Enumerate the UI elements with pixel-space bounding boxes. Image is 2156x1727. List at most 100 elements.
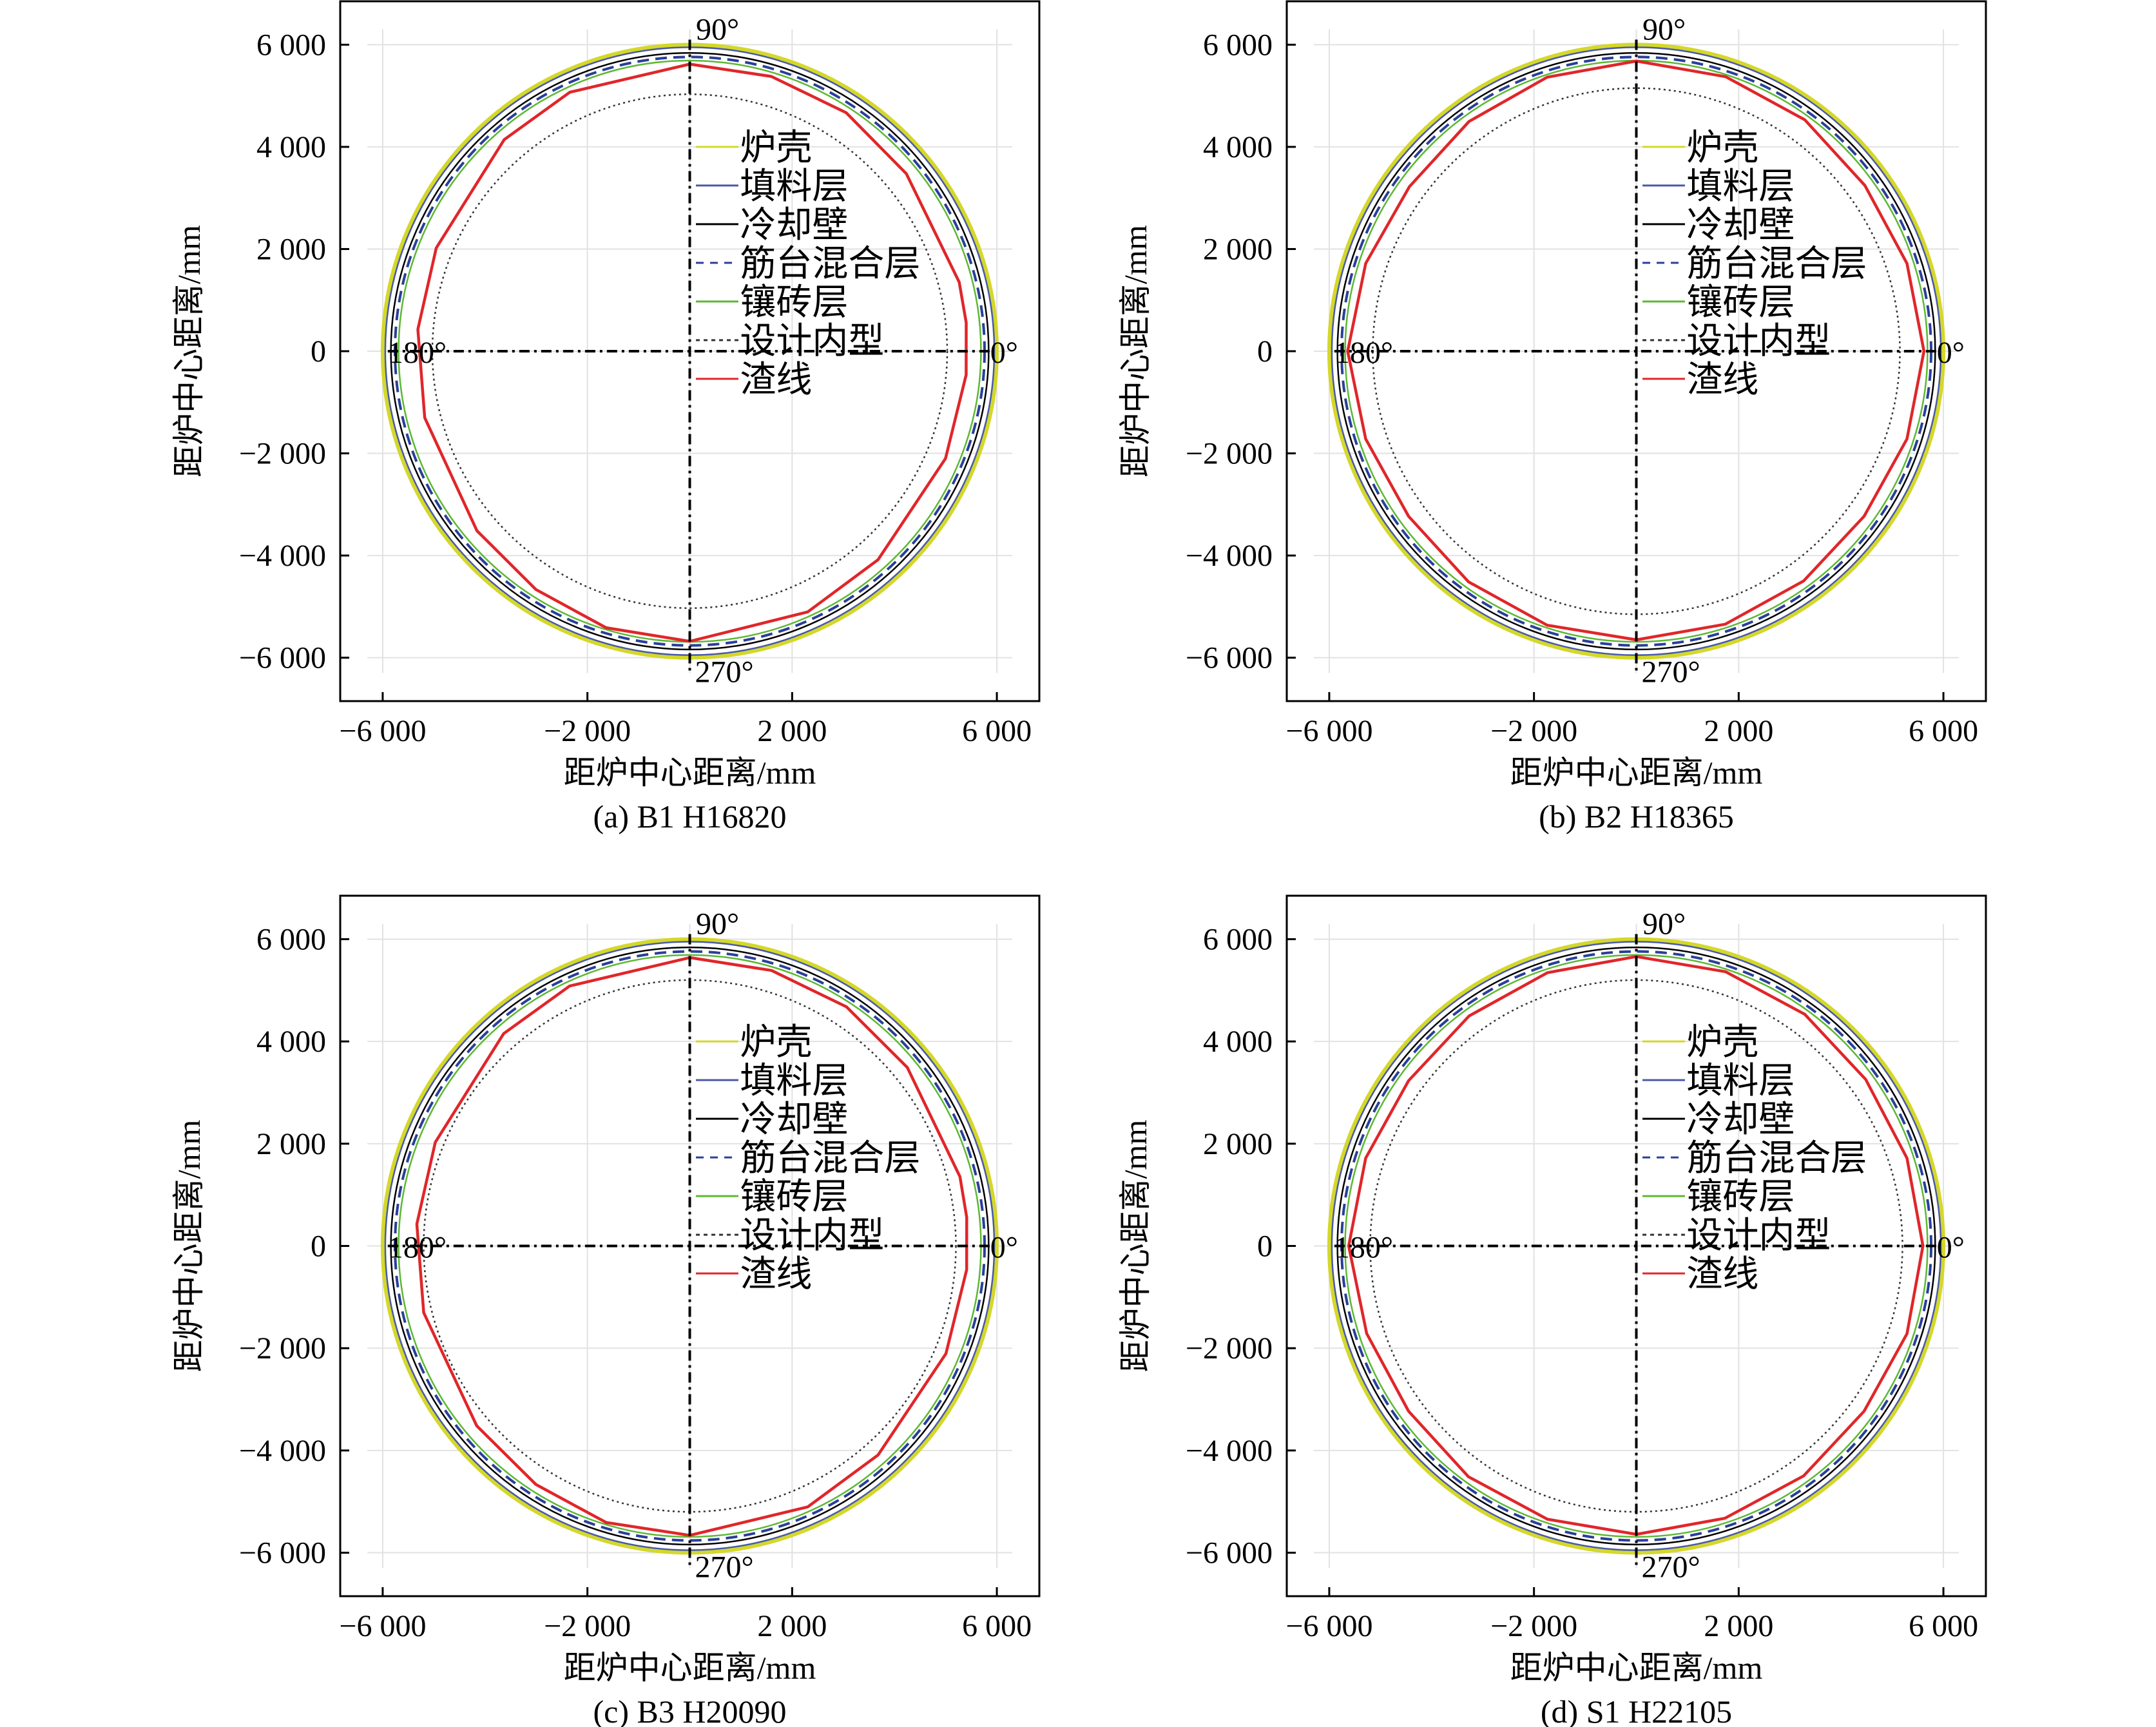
angle-label: 270° <box>695 1550 753 1585</box>
slag-line <box>416 63 968 643</box>
x-tick-label: 2 000 <box>757 714 827 748</box>
y-tick-label: −2 000 <box>1186 437 1273 471</box>
panel-caption: (c) B3 H20090 <box>593 1693 787 1727</box>
x-tick-label: 6 000 <box>1909 1609 1978 1643</box>
chart-panel-2: −6 000 −2 000 2 000 6 000 6 000 4 000 2 000 0 −2… <box>171 894 1041 1727</box>
legend-label: 填料层 <box>1686 1061 1795 1101</box>
y-axis-label: 距炉中心距离/mm <box>171 1120 207 1373</box>
angle-label: 0° <box>990 336 1018 370</box>
y-axis-label: 距炉中心距离/mm <box>1117 1120 1153 1373</box>
legend-label: 设计内型 <box>740 1216 884 1256</box>
legend-label: 填料层 <box>740 1061 848 1101</box>
x-tick-label: −6 000 <box>1285 714 1372 748</box>
angle-label: 180° <box>1334 336 1393 370</box>
angle-label: 0° <box>990 1231 1018 1265</box>
y-tick-label: −2 000 <box>1186 1331 1273 1365</box>
panel-caption: (d) S1 H22105 <box>1541 1693 1732 1727</box>
slag-line <box>415 956 968 1537</box>
y-tick-label: −2 000 <box>239 437 326 471</box>
legend-label: 镶砖层 <box>740 283 848 323</box>
y-tick-label: −6 000 <box>239 641 326 675</box>
y-axis-label: 距炉中心距离/mm <box>171 225 207 478</box>
panel-caption: (b) B2 H18365 <box>1539 798 1734 835</box>
y-tick-label: 0 <box>311 334 326 369</box>
y-tick-label: 6 000 <box>1203 922 1273 956</box>
legend-label: 设计内型 <box>740 322 884 362</box>
angle-label: 90° <box>696 907 739 941</box>
x-tick-label: −2 000 <box>544 714 631 748</box>
x-tick-label: −2 000 <box>544 1609 631 1643</box>
legend-label: 筋台混合层 <box>1686 244 1867 284</box>
angle-label: 0° <box>1937 1231 1965 1265</box>
y-tick-label: 2 000 <box>1203 1127 1273 1161</box>
x-axis-label: 距炉中心距离/mm <box>564 755 816 791</box>
y-tick-label: 0 <box>1257 334 1273 369</box>
chart-panel-1: −6 000 −2 000 2 000 6 000 6 000 4 000 2 000 0 −2… <box>1117 0 1987 835</box>
y-tick-label: −4 000 <box>1186 539 1273 573</box>
y-tick-label: −4 000 <box>239 539 326 573</box>
legend-label: 渣线 <box>1686 1255 1758 1295</box>
x-axis-label: 距炉中心距离/mm <box>564 1650 816 1686</box>
legend-label: 镶砖层 <box>1686 1177 1795 1217</box>
angle-label: 270° <box>695 655 753 690</box>
angle-label: 180° <box>1334 1231 1393 1265</box>
y-tick-label: −4 000 <box>1186 1434 1273 1468</box>
y-tick-label: 2 000 <box>256 1127 326 1161</box>
angle-label: 0° <box>1937 336 1965 370</box>
legend-label: 炉壳 <box>1686 1023 1758 1063</box>
angle-label: 270° <box>1641 655 1700 690</box>
legend-label: 筋台混合层 <box>1686 1139 1867 1179</box>
legend-label: 设计内型 <box>1686 322 1831 362</box>
x-tick-label: 6 000 <box>1909 714 1978 748</box>
legend-label: 冷却壁 <box>1686 1100 1795 1140</box>
x-tick-label: −6 000 <box>339 1609 426 1643</box>
legend-label: 冷却壁 <box>740 1100 848 1140</box>
x-tick-label: 2 000 <box>757 1609 827 1643</box>
x-axis-label: 距炉中心距离/mm <box>1510 755 1763 791</box>
legend-label: 镶砖层 <box>740 1177 848 1217</box>
x-tick-label: −6 000 <box>1285 1609 1372 1643</box>
legend-label: 冷却壁 <box>740 206 848 246</box>
x-tick-label: −2 000 <box>1490 714 1577 748</box>
y-tick-label: 4 000 <box>256 1025 326 1059</box>
legend-label: 渣线 <box>740 360 812 400</box>
legend-label: 冷却壁 <box>1686 206 1795 246</box>
y-tick-label: 4 000 <box>256 130 326 164</box>
chart-panel-0: −6 000 −2 000 2 000 6 000 6 000 4 000 2 000 0 −2… <box>171 0 1041 835</box>
legend-label: 设计内型 <box>1686 1216 1831 1256</box>
y-tick-label: 2 000 <box>1203 232 1273 266</box>
legend-label: 炉壳 <box>1686 128 1758 168</box>
legend-label: 渣线 <box>740 1255 812 1295</box>
y-tick-label: 4 000 <box>1203 130 1273 164</box>
y-tick-label: −6 000 <box>1186 641 1273 675</box>
y-tick-label: −6 000 <box>239 1536 326 1570</box>
x-tick-label: −2 000 <box>1490 1609 1577 1643</box>
y-tick-label: 6 000 <box>256 28 326 62</box>
y-tick-label: 0 <box>311 1230 326 1264</box>
x-tick-label: 6 000 <box>962 714 1032 748</box>
legend-label: 镶砖层 <box>1686 283 1795 323</box>
legend-label: 渣线 <box>1686 360 1758 400</box>
y-tick-label: −6 000 <box>1186 1536 1273 1570</box>
x-tick-label: −6 000 <box>339 714 426 748</box>
angle-label: 270° <box>1641 1550 1700 1585</box>
y-tick-label: −2 000 <box>239 1331 326 1365</box>
y-tick-label: 6 000 <box>256 922 326 956</box>
y-tick-label: 2 000 <box>256 232 326 266</box>
legend-label: 筋台混合层 <box>740 1139 920 1179</box>
y-tick-label: 4 000 <box>1203 1025 1273 1059</box>
legend-label: 填料层 <box>740 167 848 207</box>
angle-label: 90° <box>1642 12 1686 46</box>
legend-label: 炉壳 <box>740 128 812 168</box>
y-tick-label: 0 <box>1257 1230 1273 1264</box>
y-tick-label: 6 000 <box>1203 28 1273 62</box>
angle-label: 90° <box>696 12 739 46</box>
angle-label: 180° <box>388 336 447 370</box>
x-tick-label: 2 000 <box>1704 714 1773 748</box>
angle-label: 90° <box>1642 907 1686 941</box>
chart-panel-3: −6 000 −2 000 2 000 6 000 6 000 4 000 2 000 0 −2… <box>1117 894 1987 1727</box>
y-tick-label: −4 000 <box>239 1434 326 1468</box>
panel-caption: (a) B1 H16820 <box>593 798 787 835</box>
y-axis-label: 距炉中心距离/mm <box>1117 225 1153 478</box>
